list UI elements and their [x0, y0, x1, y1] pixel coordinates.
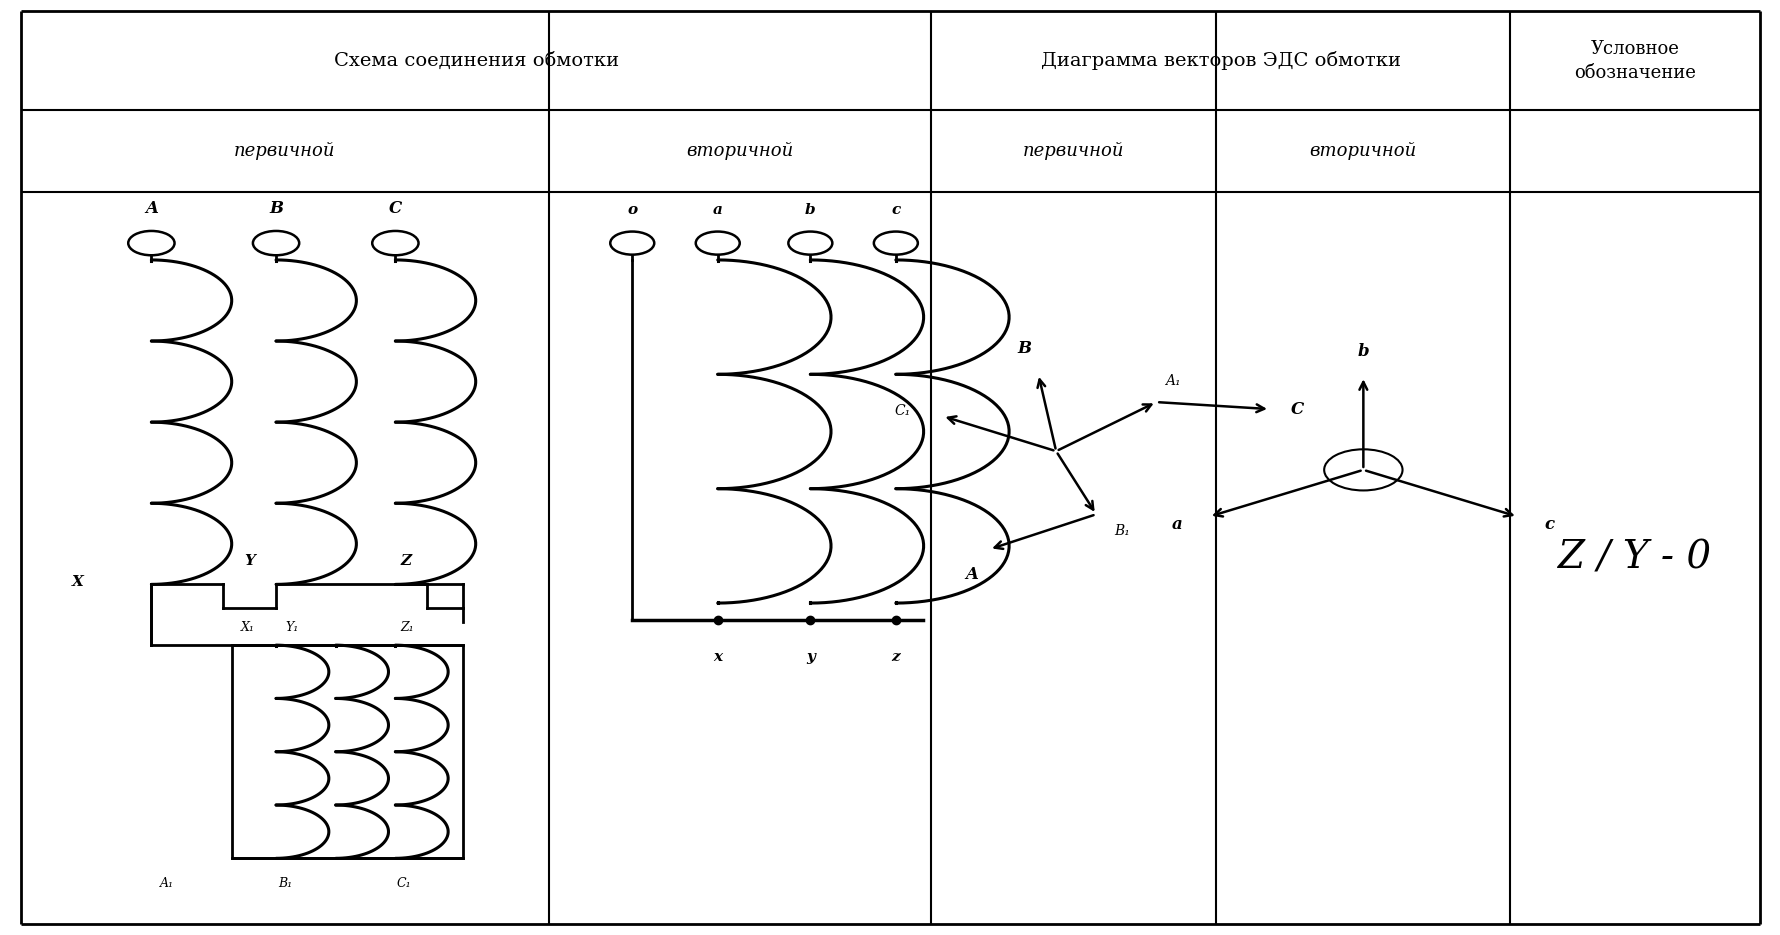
- Text: Z / Y - 0: Z / Y - 0: [1558, 539, 1711, 576]
- Text: A: A: [965, 567, 977, 583]
- Text: z: z: [892, 650, 899, 664]
- Text: C: C: [1290, 400, 1303, 418]
- Bar: [231, 645, 463, 858]
- Text: B: B: [269, 200, 283, 217]
- Text: a: a: [1171, 515, 1182, 533]
- Text: o: o: [627, 203, 637, 217]
- Text: A₁: A₁: [160, 877, 174, 890]
- Text: a: a: [712, 203, 723, 217]
- Text: Условное
обозначение: Условное обозначение: [1574, 40, 1695, 81]
- Text: Y₁: Y₁: [285, 621, 297, 634]
- Text: b: b: [805, 203, 815, 217]
- Text: C: C: [388, 200, 402, 217]
- Text: A: A: [144, 200, 158, 217]
- Text: Y: Y: [244, 554, 255, 568]
- Text: первичной: первичной: [1023, 142, 1123, 160]
- Text: Диаграмма векторов ЭДС обмотки: Диаграмма векторов ЭДС обмотки: [1040, 51, 1401, 70]
- Text: y: y: [806, 650, 813, 664]
- Text: B₁: B₁: [1114, 524, 1129, 538]
- Text: C₁: C₁: [397, 877, 411, 890]
- Text: B: B: [1016, 340, 1031, 357]
- Text: Схема соединения обмотки: Схема соединения обмотки: [333, 51, 619, 70]
- Text: X₁: X₁: [240, 621, 255, 634]
- Text: Z₁: Z₁: [400, 621, 415, 634]
- Text: c: c: [890, 203, 901, 217]
- Text: X: X: [71, 575, 84, 588]
- Text: x: x: [712, 650, 723, 664]
- Text: A₁: A₁: [1164, 374, 1180, 388]
- Text: b: b: [1356, 342, 1369, 360]
- Text: первичной: первичной: [235, 142, 335, 160]
- Text: вторичной: вторичной: [685, 142, 794, 160]
- Text: c: c: [1543, 515, 1554, 533]
- Text: C₁: C₁: [894, 405, 910, 419]
- Text: B₁: B₁: [278, 877, 292, 890]
- Text: Z: Z: [400, 554, 411, 568]
- Text: вторичной: вторичной: [1308, 142, 1417, 160]
